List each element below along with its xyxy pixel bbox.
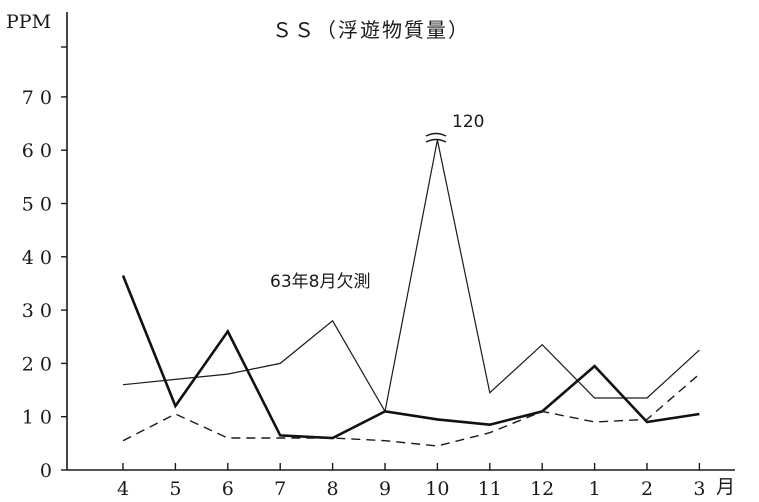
break-mark-upper xyxy=(425,132,447,137)
x-tick-label: 2 xyxy=(641,478,653,500)
x-tick-label: 3 xyxy=(693,478,705,500)
x-tick-label: 4 xyxy=(117,478,129,500)
x-tick-label: 10 xyxy=(425,478,449,500)
x-tick-label: 12 xyxy=(530,478,554,500)
y-tick-label: 1 0 xyxy=(22,407,52,429)
series-line-thin-solid xyxy=(122,139,700,414)
y-tick-label: 3 0 xyxy=(22,300,52,322)
missing-data-note: 63年8月欠測 xyxy=(270,272,370,292)
series-line-bold-solid xyxy=(121,275,700,440)
break-mark-lower xyxy=(425,138,447,143)
y-axis-ticks: 0 1 0 2 0 3 0 4 0 5 0 6 0 7 0 xyxy=(22,46,67,482)
chart-title: ＳＳ（浮遊物質量） xyxy=(272,18,470,42)
x-axis-unit-label: 月 xyxy=(716,476,735,498)
x-tick-label: 8 xyxy=(327,478,339,500)
y-tick-label: 0 xyxy=(40,460,52,482)
y-tick-label: 4 0 xyxy=(22,247,52,269)
series-line-dashed xyxy=(122,373,700,447)
x-tick-label: 11 xyxy=(478,478,502,500)
break-value-label: 120 xyxy=(452,112,484,132)
y-tick-label: 6 0 xyxy=(22,140,52,162)
y-axis-unit-label: PPM xyxy=(6,11,51,33)
y-tick-label: 5 0 xyxy=(22,194,52,216)
x-tick-label: 5 xyxy=(169,478,181,500)
x-axis-ticks: 4 5 6 7 8 9 10 11 12 1 2 3 xyxy=(117,463,705,500)
x-tick-label: 9 xyxy=(379,478,391,500)
x-tick-label: 6 xyxy=(222,478,234,500)
x-tick-label: 7 xyxy=(274,478,286,500)
y-tick-label: 2 0 xyxy=(22,353,52,375)
axis-break-marker xyxy=(425,132,447,143)
y-tick-label: 7 0 xyxy=(22,87,52,109)
series-layer xyxy=(121,139,700,447)
x-tick-label: 1 xyxy=(589,478,601,500)
